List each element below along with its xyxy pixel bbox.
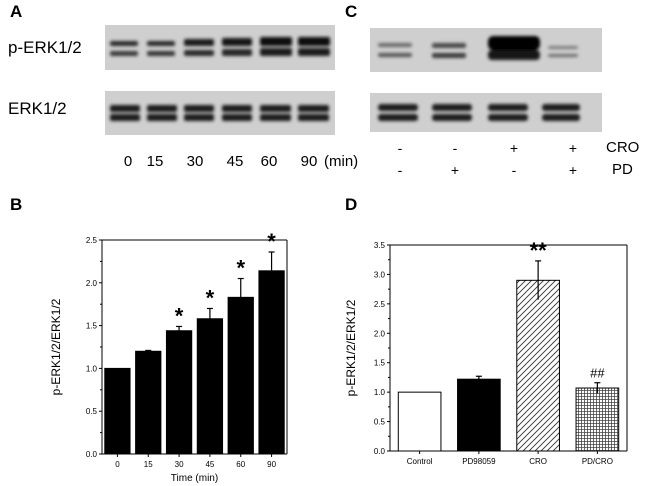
blot-c-ERK-bands: [378, 104, 580, 121]
chart-b-xlabel: Time (min): [171, 473, 218, 483]
chart-b-ytick-label-5: 2.5: [86, 236, 98, 245]
chart-d-bar-0: [397, 391, 442, 452]
chart-d-ytick-label-2: 1.0: [374, 388, 386, 397]
cro-sign-2: -: [452, 140, 458, 156]
chart-d-bar-3: [575, 387, 620, 452]
chart-b-significance-4: *: [236, 256, 245, 281]
chart-d-bar-2: [516, 279, 560, 452]
chart-b-xtick-label-0: 0: [115, 460, 120, 469]
chart-b-xtick-label-2: 30: [175, 460, 184, 469]
time-label-45: 45: [226, 153, 244, 170]
chart-d-xtick-label-3: PD/CRO: [582, 457, 613, 466]
time-unit-label: (min): [324, 153, 359, 170]
chart-b-ytick-label-2: 1.0: [86, 364, 98, 373]
chart-b-bar-0: [104, 367, 131, 455]
chart-d-ytick-label-3: 1.5: [374, 359, 386, 368]
chart-b-ytick-label-1: 0.5: [86, 407, 98, 416]
chart-d-ytick-label-7: 3.5: [374, 241, 386, 250]
cro-label: CRO: [606, 139, 640, 156]
chart-d-ytick-label-0: 0.0: [374, 447, 386, 456]
chart-d-xtick-label-1: PD98059: [462, 457, 496, 466]
blot-a-image: [105, 25, 335, 135]
time-label-30: 30: [186, 153, 204, 170]
chart-b-bar-5: [258, 270, 285, 455]
chart-b: 0.0 0.5 1.0 1.5 2.0 2.5 0 15 30 * 45 * 60 * 90 * Time (m…: [49, 229, 288, 483]
chart-d-xtick-label-0: Control: [407, 457, 433, 466]
chart-d-significance-2: **: [530, 238, 548, 263]
chart-d: 0.0 0.5 1.0 1.5 2.0 2.5 3.0 3.5 Control PD98059 CR…: [344, 238, 628, 466]
chart-b-xtick-label-5: 90: [267, 460, 276, 469]
pd-sign-4: +: [568, 162, 578, 178]
pd-sign-1: -: [397, 162, 403, 178]
chart-d-ytick-label-6: 3.0: [374, 270, 386, 279]
panel-b-letter: B: [10, 195, 23, 214]
chart-b-ytick-label-0: 0.0: [86, 450, 98, 459]
blot-a-ERK-label: ERK1/2: [8, 99, 67, 118]
chart-b-bar-4: [227, 296, 254, 455]
chart-b-significance-2: *: [175, 303, 184, 328]
chart-d-xtick-label-2: CRO: [529, 457, 547, 466]
pd-sign-2: +: [450, 162, 460, 178]
pd-label: PD: [612, 161, 633, 178]
cro-sign-1: -: [397, 140, 403, 156]
chart-b-bar-3: [196, 318, 224, 455]
chart-d-ylabel: p-ERK1/2/ERK1/2: [344, 299, 358, 396]
chart-b-ytick-label-3: 1.5: [86, 322, 98, 331]
blot-a-pERK-bands: [110, 37, 330, 56]
panel-c-letter: C: [345, 2, 358, 21]
chart-b-xtick-label-4: 60: [236, 460, 245, 469]
chart-b-bar-1: [135, 350, 162, 455]
panel-d-letter: D: [345, 195, 358, 214]
chart-d-ytick-label-5: 2.5: [374, 300, 386, 309]
time-label-0: 0: [123, 153, 133, 170]
chart-d-ytick-label-4: 2.0: [374, 329, 386, 338]
chart-b-xtick-label-1: 15: [144, 460, 153, 469]
time-label-90: 90: [300, 153, 318, 170]
time-label-15: 15: [146, 153, 164, 170]
chart-b-xtick-label-3: 45: [205, 460, 214, 469]
blot-c-pERK-bands: [378, 36, 578, 60]
chart-b-significance-3: *: [206, 285, 215, 310]
cro-sign-4: +: [568, 140, 578, 156]
chart-d-significance-3: ##: [590, 366, 605, 381]
chart-d-bar-1: [457, 378, 501, 452]
blot-a-pERK-label: p-ERK1/2: [8, 38, 82, 57]
chart-d-ytick-label-1: 0.5: [374, 418, 386, 427]
blot-c-image: [370, 28, 602, 132]
panel-a-letter: A: [10, 2, 23, 21]
chart-b-bar-2: [165, 330, 193, 455]
chart-b-significance-5: *: [267, 229, 276, 254]
time-label-60: 60: [260, 153, 278, 170]
blot-a-ERK-bands: [110, 105, 329, 121]
chart-b-ylabel: p-ERK1/2/ERK1/2: [49, 298, 63, 395]
cro-sign-3: +: [509, 140, 519, 156]
chart-b-ytick-label-4: 2.0: [86, 279, 98, 288]
pd-sign-3: -: [511, 162, 517, 178]
